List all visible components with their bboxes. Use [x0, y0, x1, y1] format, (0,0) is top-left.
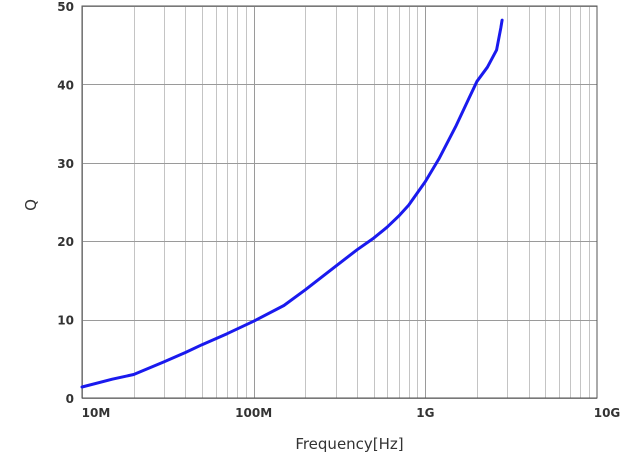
x-tick-labels: 10M 100M 1G 10G: [82, 406, 621, 420]
y-tick-label: 40: [57, 78, 74, 92]
y-tick-label: 10: [57, 314, 74, 328]
y-tick-label: 0: [66, 392, 74, 406]
y-tick-labels: 0 10 20 30 40 50: [57, 0, 74, 406]
grid-lines: [82, 6, 597, 399]
y-tick-label: 20: [57, 235, 74, 249]
x-tick-label: 100M: [235, 406, 272, 420]
y-tick-label: 50: [57, 0, 74, 14]
x-tick-label: 10M: [82, 406, 111, 420]
data-series: [80, 18, 504, 389]
x-tick-label: 1G: [416, 406, 434, 420]
x-tick-label: 10G: [594, 406, 621, 420]
x-axis-label: Frequency[Hz]: [295, 435, 403, 453]
plot-frame: [81, 5, 598, 399]
y-tick-label: 30: [57, 157, 74, 171]
q-series-line: [80, 18, 504, 389]
y-axis-label: Q: [22, 199, 40, 211]
